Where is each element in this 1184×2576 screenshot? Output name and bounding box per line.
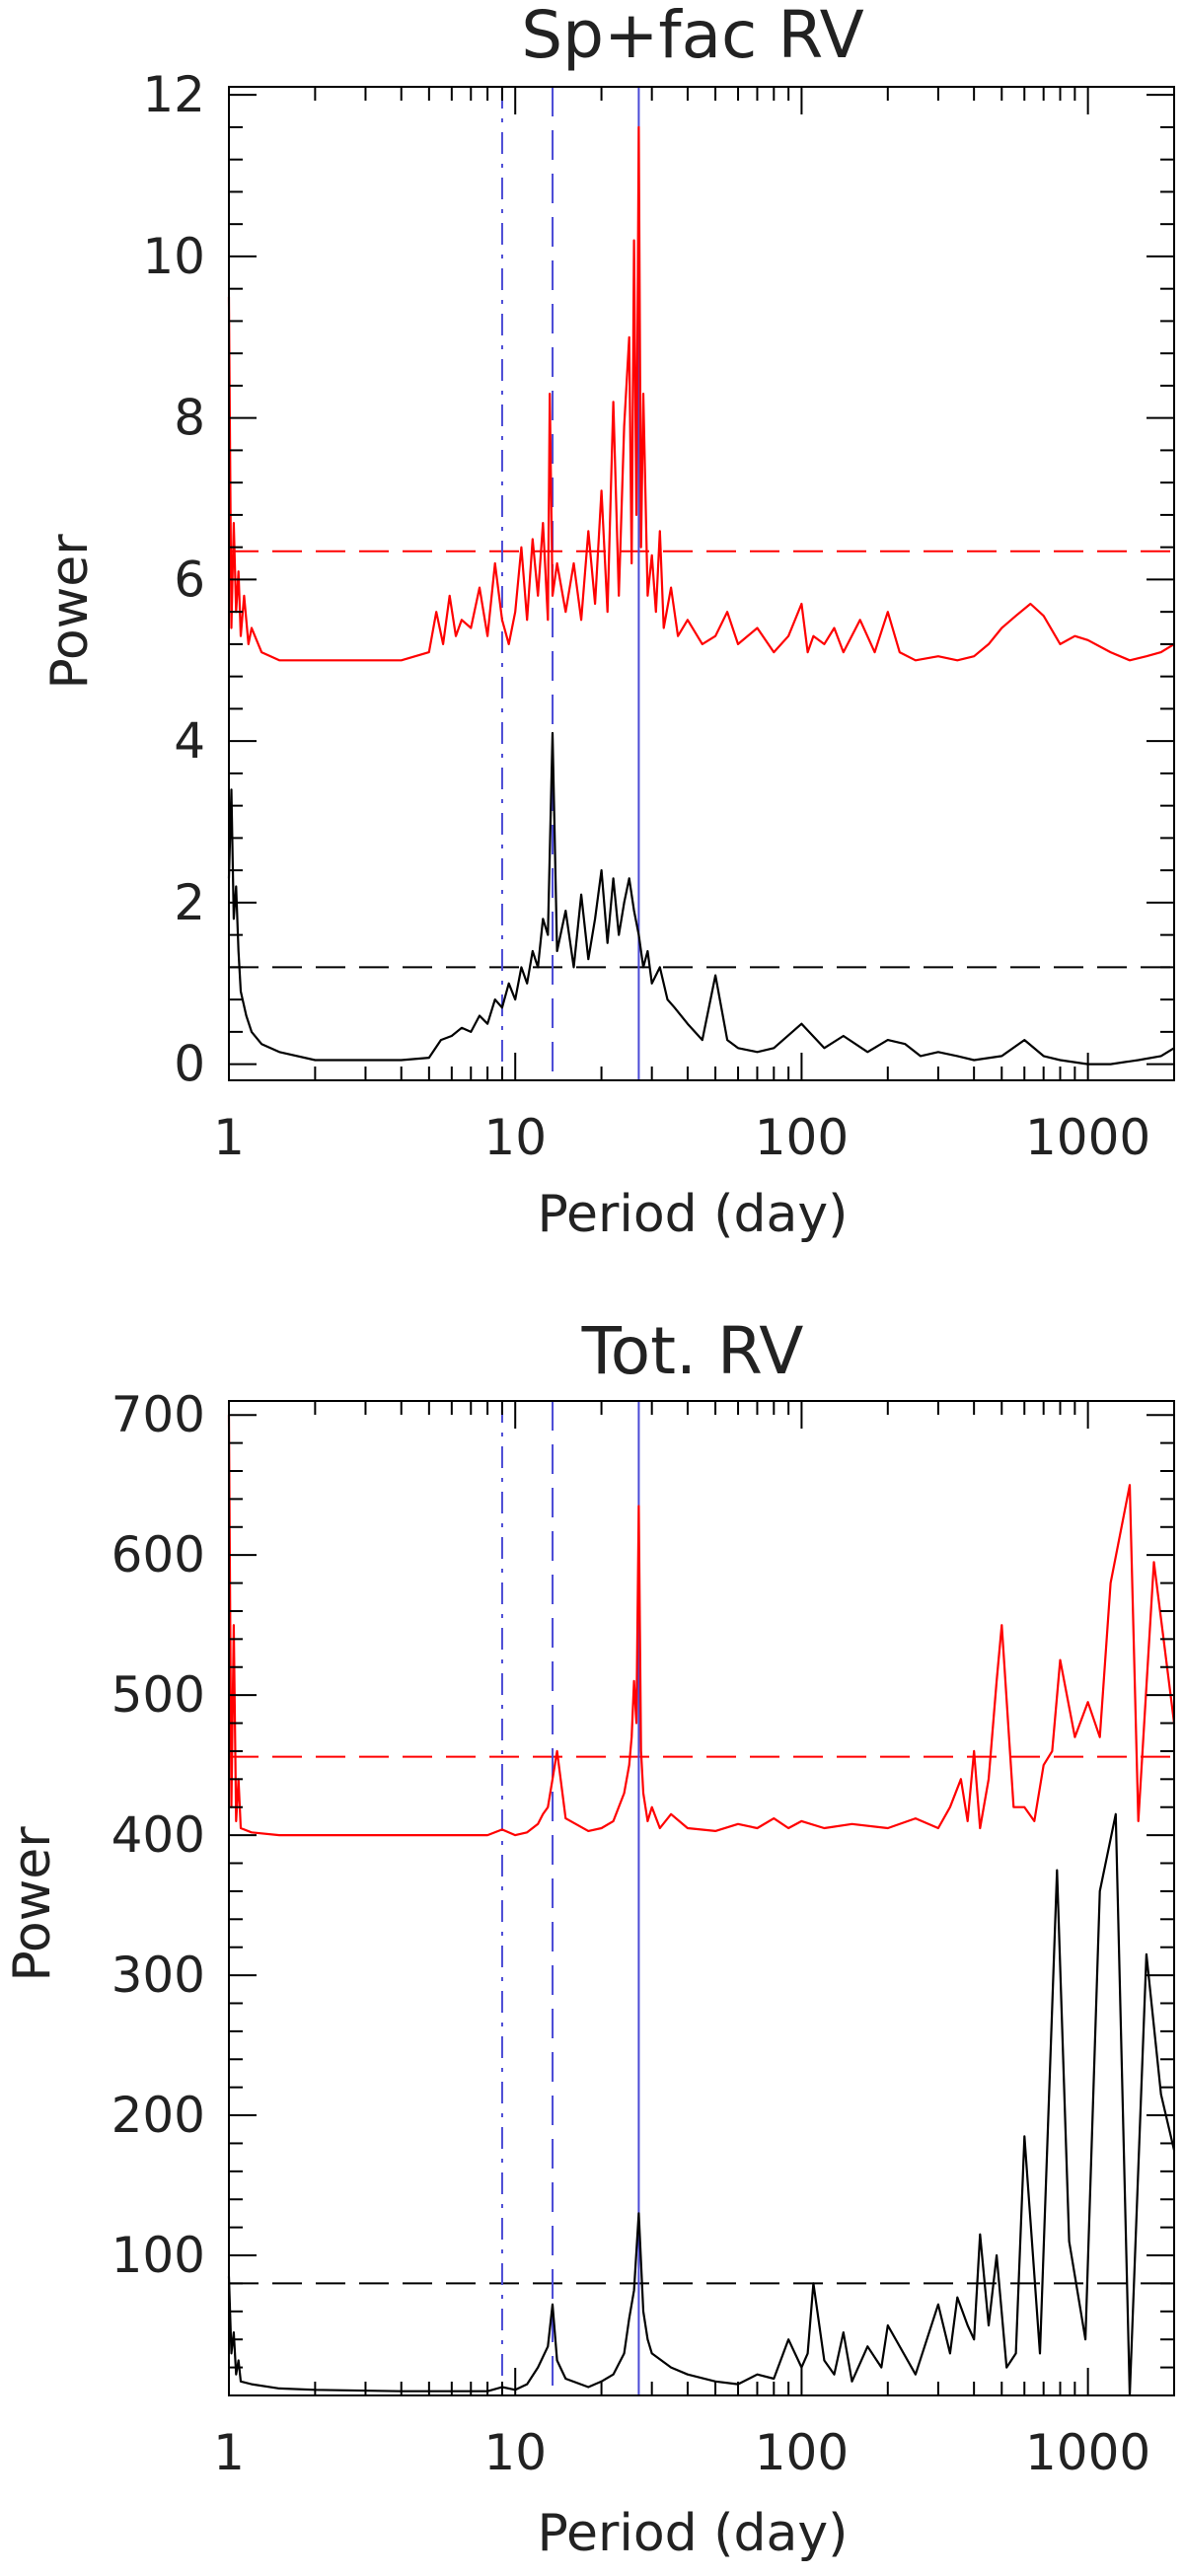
y-tick-label: 12 (142, 66, 205, 123)
x-tick-label: 1000 (1025, 2424, 1150, 2481)
chart-title: Tot. RV (581, 1313, 804, 1389)
x-tick-label: 10 (483, 1109, 547, 1166)
upper-series-line (227, 125, 1175, 662)
x-tick-label: 10 (483, 2424, 547, 2481)
y-tick-label: 10 (142, 228, 205, 285)
chart-tot-rv: Tot. RV Power Period (day) 1 10 100 1000 100… (3, 1313, 1176, 2563)
y-tick-label: 2 (174, 874, 205, 931)
y-tick-label: 600 (111, 1526, 205, 1583)
y-tick-label: 100 (111, 2227, 205, 2284)
chart-sp-fac-rv: Sp+fac RV Power Period (day) 1 10 100 1000 0… (40, 0, 1175, 1244)
y-tick-label: 0 (174, 1036, 205, 1093)
x-tick-label: 100 (755, 2424, 849, 2481)
lower-series-line (227, 731, 1175, 1066)
y-tick-label: 4 (174, 712, 205, 770)
x-tick-label: 1 (213, 1109, 245, 1166)
x-tick-label: 1000 (1025, 1109, 1150, 1166)
plot-area: 1 10 100 1000 100 200 300 400 500 600 700 (111, 1386, 1176, 2481)
x-axis-label: Period (day) (538, 2504, 849, 2563)
plot-area: 1 10 100 1000 0 2 4 6 8 10 12 (142, 66, 1175, 1166)
y-tick-label: 500 (111, 1666, 205, 1724)
x-axis-label: Period (day) (538, 1185, 849, 1244)
plot-frame (228, 1400, 1175, 2396)
y-tick-label: 8 (174, 390, 205, 447)
y-tick-label: 300 (111, 1947, 205, 2004)
y-tick-label: 6 (174, 551, 205, 608)
y-tick-label: 700 (111, 1386, 205, 1443)
upper-series-line (227, 1415, 1176, 1837)
plot-frame (228, 86, 1175, 1081)
chart-title: Sp+fac RV (521, 0, 863, 73)
y-axis-label: Power (40, 534, 100, 690)
x-tick-label: 100 (755, 1109, 849, 1166)
y-tick-label: 400 (111, 1806, 205, 1864)
lower-series-line (227, 1812, 1176, 2397)
y-axis-label: Power (3, 1826, 62, 1982)
x-tick-label: 1 (213, 2424, 245, 2481)
y-tick-label: 200 (111, 2087, 205, 2144)
